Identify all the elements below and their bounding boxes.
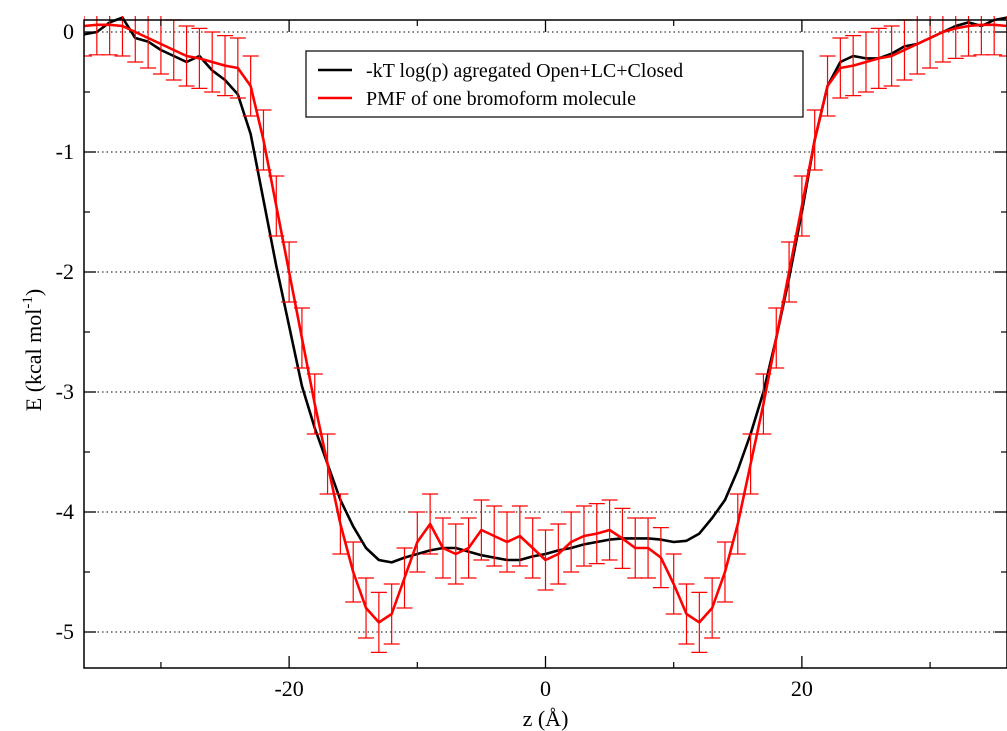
x-tick-label: 20 <box>791 676 813 701</box>
legend: -kT log(p) agregated Open+LC+Closed PMF … <box>305 50 804 118</box>
y-axis-title-superscript: -1 <box>20 296 36 309</box>
x-tick-label: 0 <box>540 676 551 701</box>
y-tick-label: -3 <box>56 379 74 404</box>
y-tick-label: -1 <box>56 139 74 164</box>
legend-label-black: -kT log(p) agregated Open+LC+Closed <box>366 60 683 82</box>
series-line <box>84 23 1007 624</box>
y-axis-title-main: E (kcal mol <box>21 309 46 412</box>
y-tick-label: 0 <box>63 19 74 44</box>
y-axis-title-suffix: ) <box>21 289 46 296</box>
legend-label-red: PMF of one bromoform molecule <box>366 88 636 110</box>
x-tick-label: -20 <box>274 676 303 701</box>
x-axis-title: z (Å) <box>523 706 569 731</box>
y-tick-label: -5 <box>56 619 74 644</box>
grid-lines <box>84 31 1007 633</box>
y-tick-label: -4 <box>56 499 74 524</box>
axis-ticks: 0 -1 -2 -3 -4 -5 -20 0 20 <box>56 19 1007 701</box>
y-tick-label: -2 <box>56 259 74 284</box>
y-axis-title: E (kcal mol-1) <box>20 289 46 411</box>
series-layer <box>84 16 1007 654</box>
series-1 <box>84 16 1007 654</box>
legend-box <box>305 50 804 118</box>
